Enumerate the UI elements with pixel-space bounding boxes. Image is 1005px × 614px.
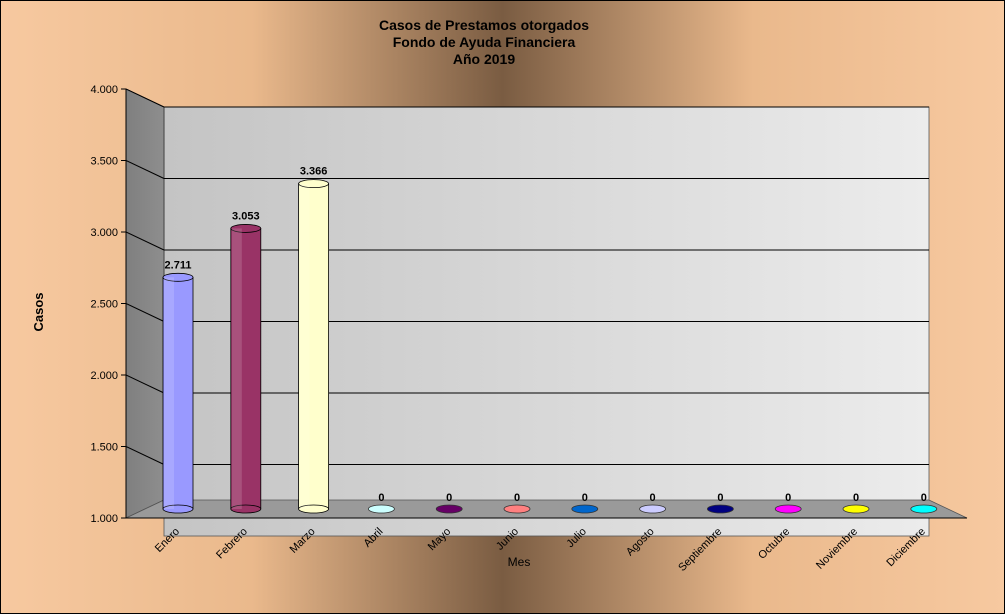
bar-marzo bbox=[298, 179, 330, 514]
chart-title-line-1: Casos de Prestamos otorgados bbox=[378, 17, 590, 33]
bar-disc bbox=[842, 504, 870, 514]
y-tick-label: 3.000 bbox=[90, 227, 118, 239]
data-label-septiembre: 0 bbox=[717, 492, 723, 504]
bar-noviembre bbox=[842, 504, 870, 514]
data-label-agosto: 0 bbox=[650, 492, 656, 504]
gridline-side bbox=[125, 303, 165, 322]
data-label-febrero: 3.053 bbox=[232, 210, 260, 222]
bar-disc bbox=[571, 504, 599, 514]
x-axis-title: Mes bbox=[508, 555, 531, 569]
bar-body bbox=[162, 276, 194, 510]
data-label-julio: 0 bbox=[582, 492, 588, 504]
chart-title-line-2: Fondo de Ayuda Financiera bbox=[392, 34, 576, 50]
bar-base bbox=[298, 504, 330, 514]
bar-mayo bbox=[435, 504, 463, 514]
data-label-junio: 0 bbox=[514, 492, 520, 504]
data-label-mayo: 0 bbox=[446, 492, 452, 504]
bar-enero bbox=[162, 272, 194, 514]
data-label-enero: 2.711 bbox=[165, 259, 192, 271]
bar-highlight bbox=[299, 183, 310, 510]
data-label-octubre: 0 bbox=[785, 492, 791, 504]
gridline-side bbox=[125, 374, 165, 394]
bar-highlight bbox=[164, 277, 174, 509]
bar-disc bbox=[503, 504, 531, 514]
bar-body bbox=[298, 183, 330, 510]
chart-title-line-3: Año 2019 bbox=[452, 51, 516, 67]
gridline-side bbox=[125, 88, 165, 108]
data-label-diciembre: 0 bbox=[921, 492, 927, 504]
y-axis-title: Casos bbox=[31, 292, 46, 331]
y-tick-label: 4.000 bbox=[90, 84, 118, 96]
bar-disc bbox=[639, 504, 666, 514]
bar-highlight bbox=[231, 228, 242, 509]
y-tick-label: 2.000 bbox=[90, 370, 118, 382]
data-label-marzo: 3.366 bbox=[300, 166, 328, 178]
bar-base bbox=[162, 504, 194, 514]
bar-disc bbox=[910, 504, 938, 514]
data-label-noviembre: 0 bbox=[853, 492, 859, 504]
bar-junio bbox=[503, 504, 531, 514]
bar-disc bbox=[707, 504, 734, 514]
bar-top bbox=[230, 224, 262, 233]
gridline-side bbox=[125, 231, 165, 251]
bar-julio bbox=[571, 504, 599, 514]
side-wall bbox=[125, 88, 165, 519]
bar-base bbox=[230, 504, 262, 514]
y-tick-label: 3.500 bbox=[90, 156, 118, 168]
bar-disc bbox=[774, 504, 802, 514]
chart-title: Casos de Prestamos otorgados Fondo de Ay… bbox=[1, 17, 967, 68]
bar-agosto bbox=[639, 504, 666, 514]
bar-body bbox=[230, 228, 262, 510]
bar-octubre bbox=[774, 504, 802, 514]
bar-disc bbox=[435, 504, 463, 514]
gridline-side bbox=[125, 160, 165, 179]
bar-top bbox=[298, 179, 330, 189]
y-tick-label: 1.000 bbox=[90, 513, 118, 525]
bar-diciembre bbox=[910, 504, 938, 514]
bar-disc bbox=[367, 504, 395, 514]
data-label-abril: 0 bbox=[378, 492, 384, 504]
y-tick-label: 1.500 bbox=[90, 442, 118, 454]
bar-febrero bbox=[230, 224, 262, 514]
bar-top bbox=[162, 272, 194, 282]
y-tick-label: 2.500 bbox=[90, 299, 118, 311]
gridline-side bbox=[125, 446, 165, 465]
bar-septiembre bbox=[707, 504, 734, 514]
bar-abril bbox=[367, 504, 395, 514]
